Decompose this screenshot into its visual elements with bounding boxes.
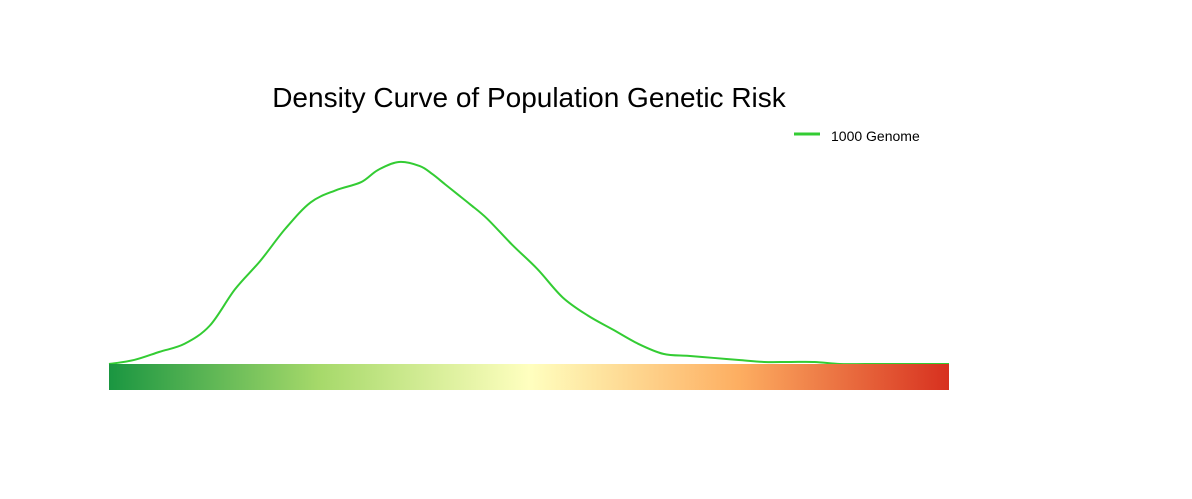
risk-color-bar bbox=[109, 364, 949, 390]
plot-area bbox=[108, 160, 950, 366]
series-line-0 bbox=[108, 160, 950, 366]
legend: 1000 Genome bbox=[794, 128, 920, 144]
legend-label: 1000 Genome bbox=[831, 128, 920, 144]
chart-title: Density Curve of Population Genetic Risk bbox=[272, 82, 787, 113]
